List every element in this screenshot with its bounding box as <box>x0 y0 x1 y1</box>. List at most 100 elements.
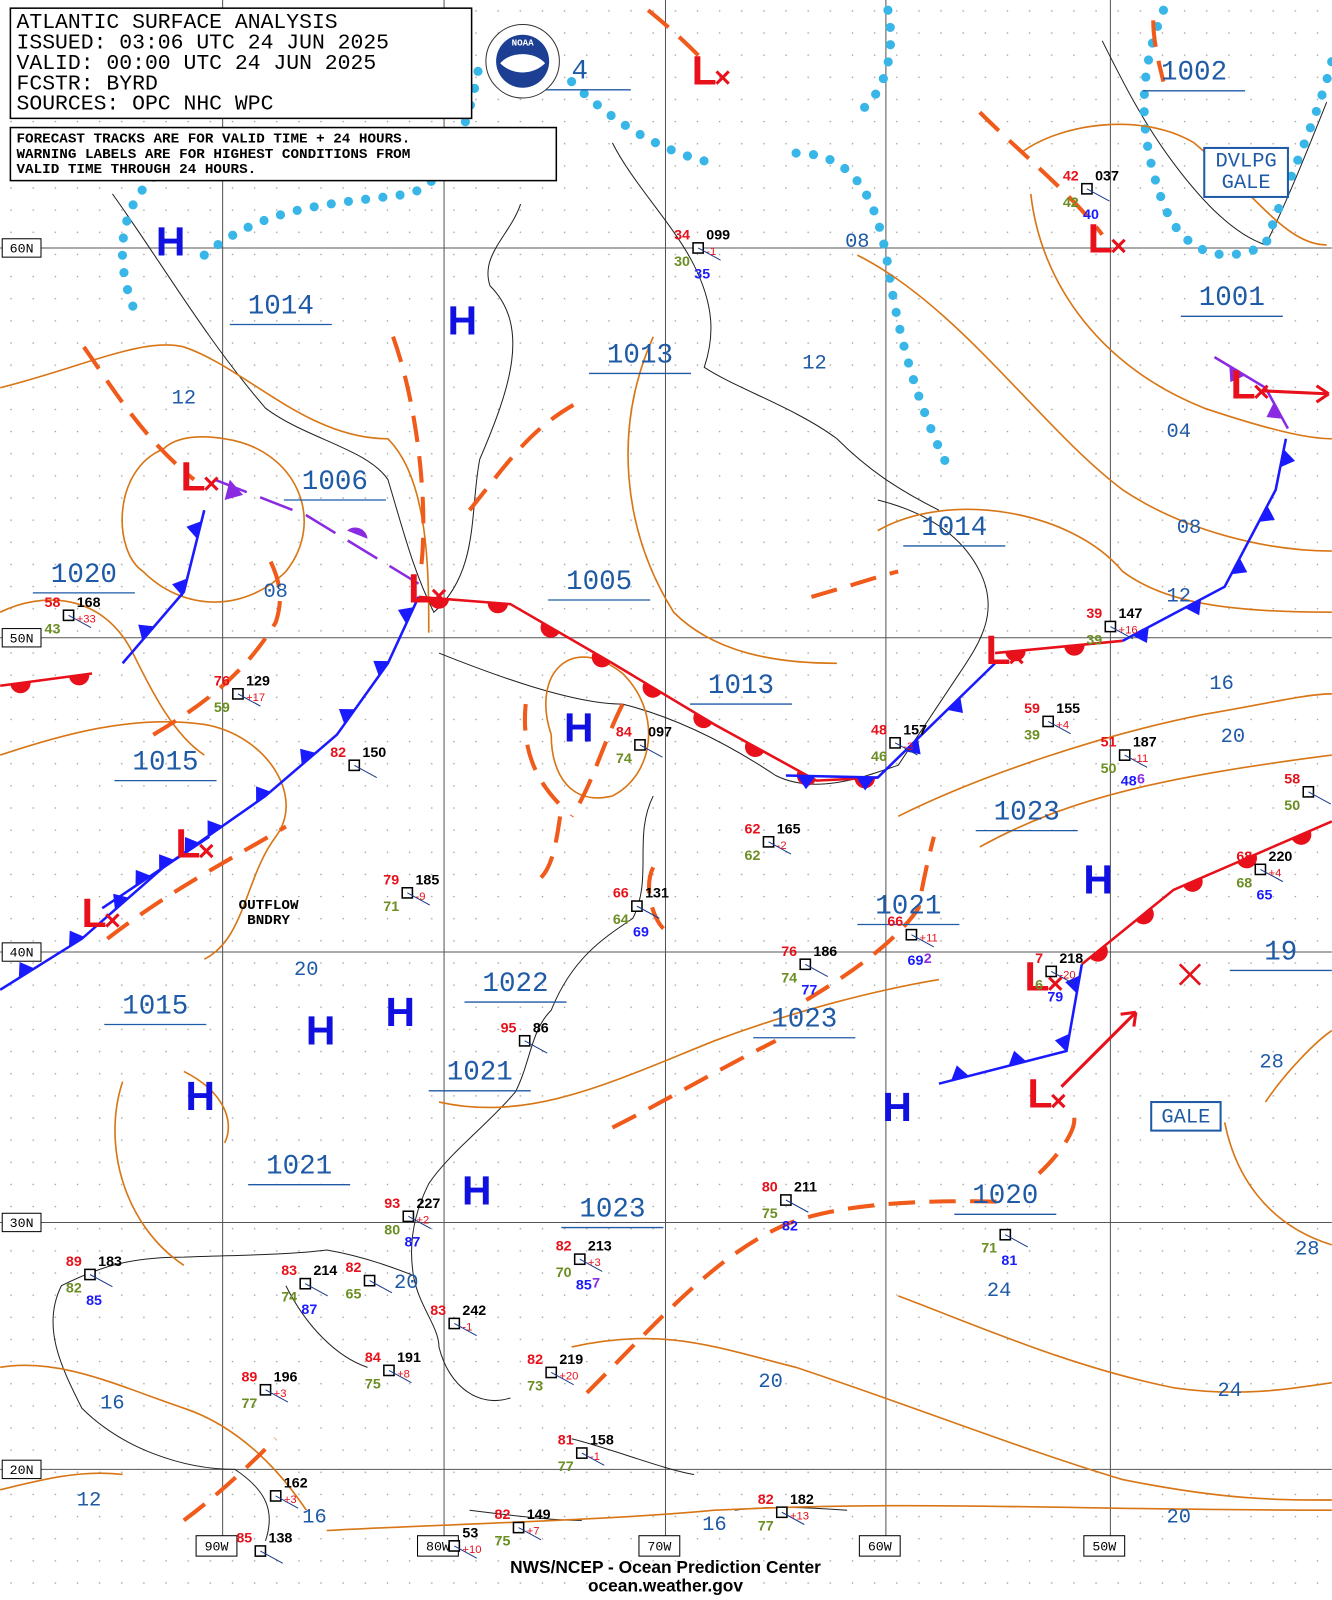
storm-track <box>1060 1010 1138 1088</box>
front-symbol <box>338 709 356 725</box>
station-tendency: +33 <box>77 613 96 625</box>
station-pressure: 129 <box>246 673 270 689</box>
high-center: H <box>156 219 185 265</box>
station-tendency: +3 <box>274 1388 287 1400</box>
isobar-label: 16 <box>302 1507 326 1530</box>
isobar <box>877 508 1332 614</box>
wind-barb <box>805 963 828 977</box>
trough <box>585 1199 1011 1395</box>
latitude-label-box <box>1 1212 42 1233</box>
longitude-label: 50W <box>1092 1539 1116 1554</box>
station-dewpoint: 80 <box>384 1222 400 1238</box>
station-pressure: 227 <box>417 1196 441 1212</box>
station-temperature: 82 <box>556 1239 572 1255</box>
station-tendency: +2 <box>417 1214 430 1226</box>
wind-barb <box>781 1511 805 1525</box>
warning-label: GALE <box>1161 1107 1210 1130</box>
front-symbol <box>1065 975 1080 994</box>
footer-agency: NWS/NCEP - Ocean Prediction Center <box>510 1557 821 1577</box>
front-symbol <box>591 652 611 668</box>
annotation: OUTFLOW <box>239 898 299 914</box>
front-symbol <box>1291 830 1312 845</box>
header-sources: SOURCES: OPC NHC WPC <box>17 93 274 117</box>
station-dewpoint: 6 <box>1035 977 1043 993</box>
occluded-front <box>214 478 420 585</box>
wind-barb <box>260 1550 284 1564</box>
header-issued: ISSUED: 03:06 UTC 24 JUN 2025 <box>17 32 390 56</box>
isobar <box>114 1070 230 1266</box>
trough <box>391 336 426 572</box>
station-pressure: 150 <box>362 745 386 761</box>
high-center: H <box>448 297 477 343</box>
station-dewpoint: 71 <box>981 1241 997 1257</box>
front-symbol <box>1089 945 1108 962</box>
coastline <box>1101 40 1328 246</box>
front-symbol <box>184 837 201 854</box>
ice-edge <box>852 5 1332 260</box>
isobar <box>0 1364 307 1511</box>
station-temperature: 76 <box>214 673 230 689</box>
front-symbol <box>693 712 713 729</box>
station-sea: 69 <box>633 924 649 940</box>
warm-front <box>1081 820 1332 966</box>
trough <box>1037 1110 1077 1175</box>
station-dewpoint: 73 <box>527 1379 543 1395</box>
isobar <box>1223 1029 1332 1246</box>
coastline <box>52 1249 414 1541</box>
noaa-logo-text: NOAA <box>512 37 535 48</box>
footer-url: ocean.weather.gov <box>588 1575 743 1595</box>
wind-barb <box>1124 754 1148 768</box>
station-temperature: 59 <box>1024 701 1040 717</box>
storm-position <box>1178 963 1202 986</box>
coastline <box>611 142 940 511</box>
station-tendency: +7 <box>527 1526 540 1538</box>
wind-barb <box>697 247 721 261</box>
station-tendency: -1 <box>590 1451 600 1463</box>
station-tendency: +3 <box>284 1494 297 1506</box>
wind-barb <box>68 614 92 628</box>
station-pressure: 53 <box>462 1525 478 1541</box>
station-pressure: 155 <box>1056 701 1080 717</box>
low-center: L <box>1028 1071 1053 1117</box>
pressure-label: 1001 <box>1199 283 1265 314</box>
isobar-label: 16 <box>100 1392 124 1415</box>
isobar-label: 20 <box>1221 726 1245 749</box>
warning-box <box>1150 1101 1222 1132</box>
station-sea: 85 <box>576 1277 592 1293</box>
pressure-label: 1005 <box>566 567 632 598</box>
latitude-label-box <box>1 238 42 258</box>
station-temperature: 83 <box>430 1303 446 1319</box>
front-symbol <box>1132 626 1149 643</box>
isobar <box>326 1504 1332 1532</box>
wind-barb <box>305 1283 328 1297</box>
trough <box>569 703 625 818</box>
station-dewpoint: 64 <box>613 912 629 928</box>
station-temperature: 89 <box>241 1369 257 1385</box>
station-temperature: 80 <box>762 1180 778 1196</box>
cold-front <box>785 662 996 779</box>
station-dewpoint: 39 <box>1086 633 1102 649</box>
isobar <box>979 754 1332 848</box>
wind-barb <box>639 744 663 758</box>
longitude-label-box <box>858 1535 901 1557</box>
longitude-label: 70W <box>647 1539 671 1554</box>
low-center-x <box>1111 238 1126 254</box>
station-temperature: 62 <box>745 821 761 837</box>
longitude-label: 90W <box>205 1539 229 1554</box>
station-temperature: 85 <box>236 1531 252 1547</box>
station-pressure: 182 <box>790 1492 814 1508</box>
wind-barb <box>550 1372 574 1386</box>
station-dewpoint: 50 <box>1101 761 1117 777</box>
low-center-x <box>715 70 730 85</box>
station-dewpoint: 74 <box>781 970 797 986</box>
station-temperature: 7 <box>1035 951 1043 967</box>
isobar-label: 08 <box>263 581 287 604</box>
isobar <box>0 1472 123 1491</box>
wind-barb <box>579 1258 603 1272</box>
front-symbol <box>1237 854 1258 869</box>
storm-track <box>1262 384 1330 404</box>
front-symbol <box>947 697 963 714</box>
low-center-x <box>204 476 219 491</box>
front-symbol <box>135 869 151 886</box>
